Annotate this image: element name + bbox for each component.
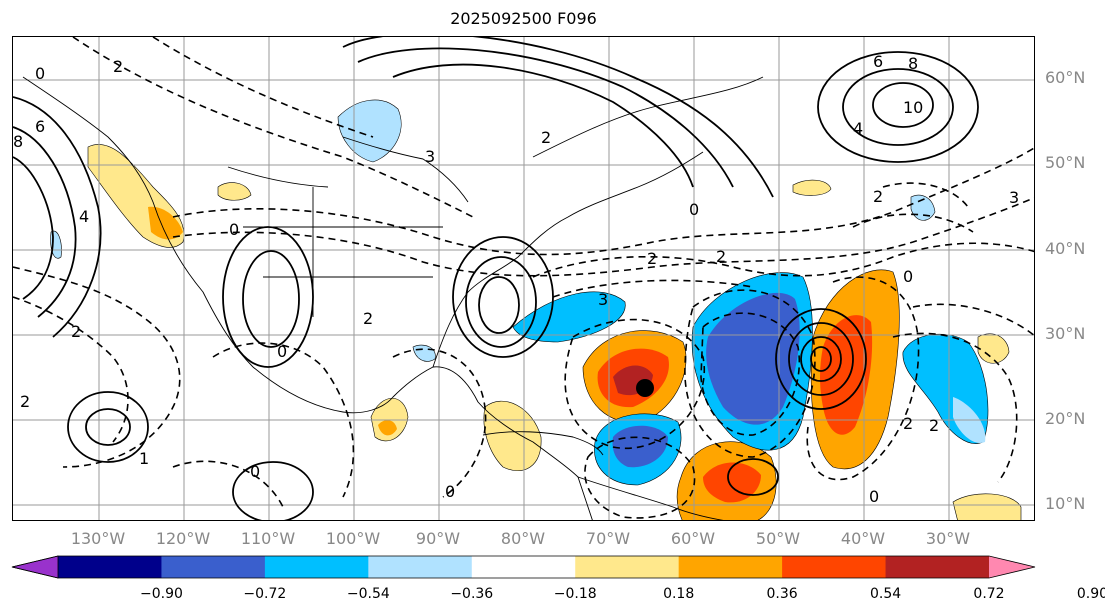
colorbar (11, 555, 1036, 579)
lon-label-100w: 100°W (325, 529, 381, 548)
contour-label: 2 (929, 416, 939, 435)
lat-label-50n: 50°N (1045, 153, 1086, 172)
contour-label: 2 (716, 247, 726, 266)
shade-positive (703, 462, 761, 503)
lon-label-50w: 50°W (755, 529, 801, 548)
lat-label-10n: 10°N (1045, 494, 1086, 513)
lon-label-130w: 130°W (70, 529, 126, 548)
lat-label-30n: 30°N (1045, 324, 1086, 343)
contour-label: 8 (908, 54, 918, 73)
map-panel: 2 0 6 8 4 3 2 0 6 8 10 4 2 3 0 2 2 0 2 3… (12, 36, 1035, 521)
solid-contours (13, 37, 979, 520)
contour-label: 8 (13, 132, 23, 151)
contour-label: 0 (869, 487, 879, 506)
contour-label: 3 (598, 290, 608, 309)
colorbar-tick-label: 0.18 (663, 586, 695, 602)
lat-label-60n: 60°N (1045, 68, 1086, 87)
colorbar-tick-label: −0.36 (450, 586, 494, 602)
colorbar-tick-label: 0.36 (766, 586, 798, 602)
shade-positive (378, 420, 397, 436)
contour-label: 1 (139, 449, 149, 468)
colorbar-tick-label: −0.18 (553, 586, 597, 602)
contour-label: 0 (229, 220, 239, 239)
colorbar-tick-label: 0.90 (1076, 586, 1105, 602)
shade-positive (952, 493, 1022, 520)
contour-label: 0 (277, 342, 287, 361)
map-title: 2025092500 F096 (450, 9, 597, 28)
contour-label: 0 (35, 64, 45, 83)
lon-label-30w: 30°W (925, 529, 971, 548)
colorbar-segment (678, 556, 783, 578)
contour-label: 0 (689, 200, 699, 219)
shade-positive (217, 182, 252, 201)
contour-label: 2 (113, 57, 123, 76)
lon-label-110w: 110°W (240, 529, 296, 548)
lon-label-80w: 80°W (500, 529, 546, 548)
shade-negative (337, 99, 402, 163)
graticule (13, 37, 1034, 520)
shade-positive (148, 206, 183, 240)
contour-label: 2 (20, 392, 30, 411)
lon-label-70w: 70°W (585, 529, 631, 548)
colorbar-tick-label: −0.54 (346, 586, 390, 602)
shade-positive (977, 333, 1010, 364)
colorbar-tick-label: 0.72 (973, 586, 1005, 602)
contour-label: 2 (541, 128, 551, 147)
lat-label-20n: 20°N (1045, 409, 1086, 428)
contour-label: 2 (873, 187, 883, 206)
colorbar-segment (161, 556, 266, 578)
contour-label: 2 (647, 249, 657, 268)
storm-center-marker (636, 379, 654, 397)
dashed-contours (13, 37, 1034, 519)
colorbar-segment (368, 556, 473, 578)
colorbar-segment (782, 556, 887, 578)
contour-labels: 2 0 6 8 4 3 2 0 6 8 10 4 2 3 0 2 2 0 2 3… (13, 52, 1019, 506)
shade-positive (820, 315, 873, 435)
contour-label: 6 (35, 117, 45, 136)
contour-label: 0 (250, 462, 260, 481)
lon-label-90w: 90°W (415, 529, 461, 548)
contour-label: 6 (873, 52, 883, 71)
colorbar-segment (575, 556, 680, 578)
contour-label: 0 (445, 482, 455, 501)
shade-negative (706, 292, 800, 425)
contour-label: 3 (425, 147, 435, 166)
colorbar-segment (885, 556, 990, 578)
contour-label: 2 (903, 414, 913, 433)
colorbar-tick-label: 0.54 (869, 586, 902, 602)
lon-label-40w: 40°W (840, 529, 886, 548)
colorbar-extend-min (12, 556, 58, 578)
colorbar-extend-max (989, 556, 1035, 578)
contour-label: 4 (853, 119, 863, 138)
contour-label: 2 (71, 322, 81, 341)
shade-negative (512, 291, 626, 343)
shade-positive (483, 400, 542, 472)
shade-negative (412, 344, 436, 362)
contour-label: 10 (903, 98, 923, 117)
lon-label-60w: 60°W (670, 529, 716, 548)
colorbar-segment (264, 556, 369, 578)
lon-label-120w: 120°W (155, 529, 211, 548)
contour-label: 4 (79, 207, 89, 226)
lat-label-40n: 40°N (1045, 239, 1086, 258)
colorbar-tick-label: −0.90 (139, 586, 183, 602)
contour-label: 3 (1009, 188, 1019, 207)
colorbar-segment (471, 556, 576, 578)
shade-positive (792, 179, 832, 196)
map-canvas: 2 0 6 8 4 3 2 0 6 8 10 4 2 3 0 2 2 0 2 3… (13, 37, 1034, 520)
contour-label: 2 (363, 309, 373, 328)
contour-label: 0 (903, 267, 913, 286)
colorbar-segment (58, 556, 162, 578)
colorbar-tick-label: −0.72 (243, 586, 287, 602)
coastlines (22, 76, 764, 520)
